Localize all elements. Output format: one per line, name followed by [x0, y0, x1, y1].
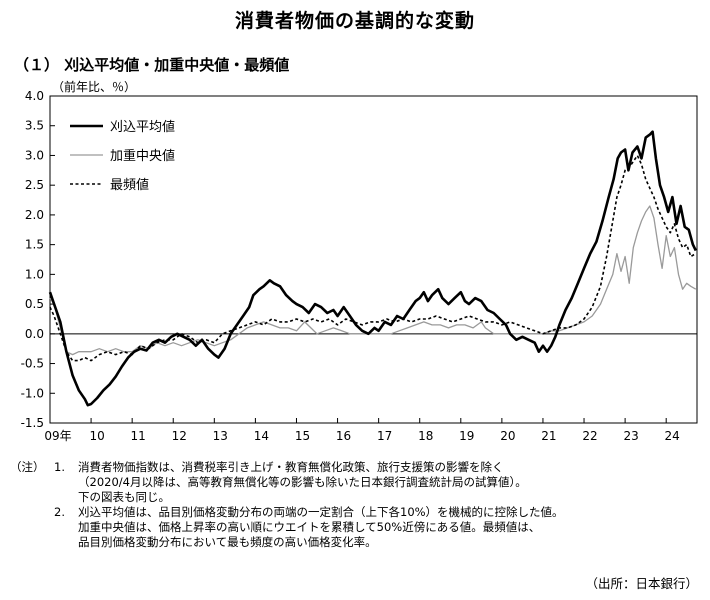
x-tick-label: 22 — [582, 429, 597, 443]
x-tick-label: 20 — [500, 429, 515, 443]
footnote-prefix — [10, 505, 54, 550]
source-note: （出所：日本銀行） — [585, 576, 698, 591]
y-tick-label: 1.0 — [25, 267, 44, 281]
x-tick-label: 12 — [172, 429, 187, 443]
y-tick-label: 0.0 — [25, 327, 44, 341]
x-tick-label: 10 — [89, 429, 104, 443]
y-tick-label: 3.0 — [25, 148, 44, 162]
y-tick-label: -1.5 — [21, 416, 44, 430]
x-tick-label: 17 — [377, 429, 392, 443]
legend-label-1: 加重中央値 — [110, 148, 175, 164]
legend-label-2: 最頻値 — [110, 177, 149, 193]
plot-frame — [49, 95, 698, 424]
y-tick-label: 3.5 — [25, 119, 44, 133]
y-tick-label: -0.5 — [21, 357, 44, 371]
footnote-text: 消費者物価指数は、消費税率引き上げ・教育無償化政策、旅行支援策の影響を除く （2… — [78, 460, 527, 504]
x-tick-label: 13 — [213, 429, 228, 443]
axes: 4.0 3.5 3.0 2.5 2.0 1.5 1.0 0.5 0.0 -0.5 -1.0 -1.50… — [21, 89, 698, 443]
series-layer — [48, 130, 697, 407]
x-tick-label: 19 — [459, 429, 474, 443]
line-chart: 4.0 3.5 3.0 2.5 2.0 1.5 1.0 0.5 0.0 -0.5 -1.0 -1.50… — [21, 89, 698, 443]
x-tick-label: 18 — [418, 429, 433, 443]
series-line-0 — [48, 130, 697, 407]
x-tick-label: 11 — [131, 429, 146, 443]
y-tick-label: 4.0 — [25, 89, 44, 103]
footnote-number: 1. — [54, 460, 65, 474]
y-tick-label: 1.5 — [25, 238, 44, 252]
y-tick-label: 2.0 — [25, 208, 44, 222]
footnote-1: （注） 1. 消費者物価指数は、消費税率引き上げ・教育無償化政策、旅行支援策の影… — [10, 460, 700, 505]
x-tick-label: 24 — [665, 429, 680, 443]
footnotes: （注） 1. 消費者物価指数は、消費税率引き上げ・教育無償化政策、旅行支援策の影… — [10, 460, 700, 550]
legend-label-0: 刈込平均値 — [110, 119, 175, 135]
footnote-2: 2. 刈込平均値は、品目別価格変動分布の両端の一定割合（上下各10%）を機械的に… — [10, 505, 700, 550]
x-tick-label: 16 — [336, 429, 351, 443]
unit-label: （前年比、％） — [52, 80, 137, 94]
x-tick-label: 23 — [623, 429, 638, 443]
x-tick-label: 21 — [541, 429, 556, 443]
y-tick-label: 0.5 — [25, 297, 44, 311]
footnote-number: 2. — [54, 505, 65, 519]
chart-subtitle: （１） 刈込平均値・加重中央値・最頻値 — [14, 56, 290, 74]
y-tick-label: -1.0 — [21, 386, 44, 400]
x-tick-label: 09年 — [44, 429, 71, 443]
y-tick-label: 2.5 — [25, 178, 44, 192]
page-title: 消費者物価の基調的な変動 — [234, 10, 475, 32]
footnote-prefix: （注） — [10, 460, 45, 474]
x-tick-label: 15 — [295, 429, 310, 443]
footnote-text: 刈込平均値は、品目別価格変動分布の両端の一定割合（上下各10%）を機械的に控除し… — [78, 505, 564, 549]
x-tick-label: 14 — [254, 429, 269, 443]
series-line-1 — [49, 205, 697, 356]
